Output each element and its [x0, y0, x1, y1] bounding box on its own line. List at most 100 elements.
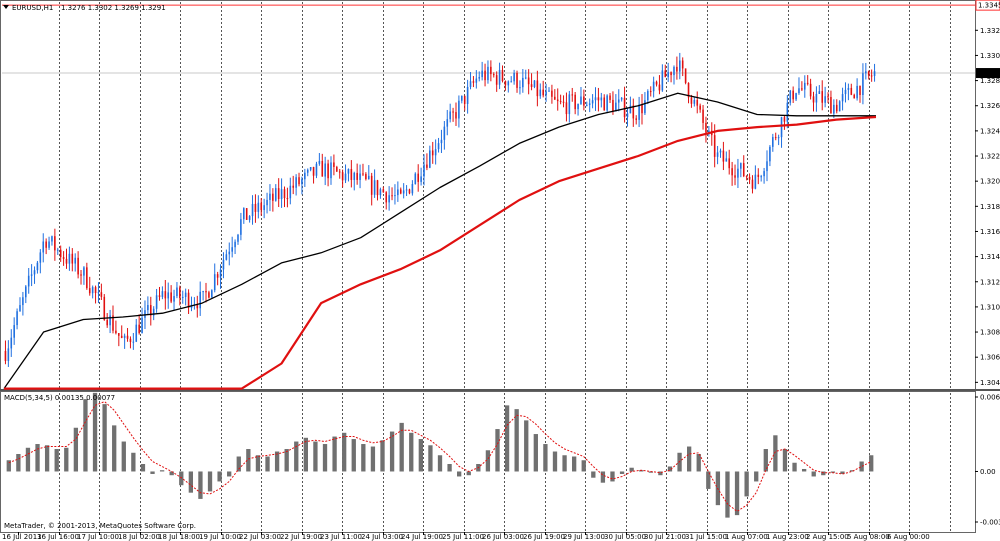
candle-body — [760, 176, 762, 178]
candle-body — [821, 91, 824, 103]
candle-body — [583, 96, 585, 106]
candle-body — [42, 241, 45, 253]
candle-body — [301, 179, 303, 185]
candle-body — [452, 111, 454, 113]
candle-body — [251, 203, 254, 217]
candle-body — [809, 83, 812, 97]
candle-body — [269, 193, 271, 200]
horizontal-level[interactable] — [2, 4, 975, 74]
candle-body — [277, 188, 280, 200]
candle-body — [173, 296, 175, 302]
candle-body — [673, 66, 675, 76]
candle-body — [867, 71, 870, 76]
candle-body — [266, 199, 268, 206]
candle-body — [88, 288, 91, 294]
candle-body — [86, 267, 88, 289]
candle-body — [196, 304, 199, 309]
candle-body — [556, 99, 559, 102]
candle-body — [423, 164, 425, 177]
candle-body — [815, 93, 818, 103]
candle-body — [120, 335, 123, 338]
time-tick-label: 22 Jul 19:00 — [280, 533, 322, 541]
candle-body — [385, 192, 388, 203]
candle-body — [769, 146, 771, 162]
time-tick-label: 26 Jul 03:00 — [482, 533, 524, 541]
candle-body — [417, 173, 419, 182]
moving-average-slow — [4, 115, 877, 390]
symbol-menu-icon[interactable] — [3, 5, 9, 9]
candle-body — [635, 118, 637, 120]
candle-body — [612, 99, 614, 112]
candle-body — [722, 150, 725, 162]
candle-body — [501, 69, 504, 82]
candle-body — [763, 171, 765, 177]
price-tick-label: 1.3265 — [980, 102, 1000, 110]
ohlc-readout: 1.3276 1.3302 1.3269 1.3291 — [61, 4, 166, 12]
candle-body — [219, 269, 222, 278]
candle-body — [519, 87, 521, 89]
candle-body — [414, 173, 417, 185]
candle-body — [155, 295, 158, 309]
candle-body — [591, 100, 594, 104]
price-tick-label: 1.3065 — [980, 354, 1000, 362]
candle-body — [228, 251, 231, 255]
candle-body — [27, 275, 30, 287]
candle-body — [830, 96, 832, 114]
candle-body — [690, 97, 693, 104]
candle-body — [588, 103, 591, 105]
candle-body — [696, 99, 699, 106]
candle-body — [367, 175, 370, 180]
price-tick-label: 1.3145 — [980, 253, 1000, 261]
candle-body — [510, 81, 513, 83]
candle-body — [554, 96, 556, 100]
candle-body — [740, 163, 742, 169]
time-tick-label: 31 Jul 15:00 — [685, 533, 727, 541]
candle-body — [25, 286, 27, 298]
candle-body — [731, 168, 733, 176]
candle-body — [466, 86, 469, 104]
candle-body — [149, 305, 152, 316]
candle-body — [437, 143, 440, 150]
candle-body — [699, 105, 701, 110]
candle-body — [856, 85, 858, 99]
candle-body — [341, 172, 344, 181]
candle-body — [199, 291, 201, 309]
time-tick-label: 18 Jul 18:00 — [158, 533, 200, 541]
candle-body — [772, 137, 774, 147]
copyright-text: MetaTrader, © 2001-2013, MetaQuotes Soft… — [4, 522, 196, 530]
candle-body — [280, 189, 283, 200]
candle-body — [245, 208, 248, 220]
candlesticks — [4, 52, 876, 367]
candle-body — [109, 315, 111, 326]
candle-body — [702, 109, 704, 123]
candle-body — [54, 236, 56, 251]
candle-body — [774, 137, 777, 139]
candle-body — [333, 162, 335, 167]
candle-body — [373, 180, 376, 195]
candle-body — [7, 348, 10, 361]
candle-body — [292, 185, 295, 188]
candle-body — [83, 267, 85, 276]
candle-body — [74, 257, 77, 264]
candle-body — [469, 81, 472, 87]
candle-body — [4, 350, 7, 361]
candle-body — [835, 104, 838, 112]
candle-body — [548, 90, 550, 92]
candle-body — [684, 68, 687, 83]
time-tick-label: 30 Jul 05:00 — [604, 533, 646, 541]
candle-body — [458, 100, 460, 119]
candle-body — [440, 139, 443, 144]
candle-body — [347, 169, 350, 174]
candle-body — [481, 70, 483, 78]
macd-label: MACD(5,34,5) 0.00135 0.00077 — [4, 394, 115, 402]
candle-body — [132, 341, 135, 343]
price-tick-label: 1.3305 — [980, 52, 1000, 60]
time-tick-label: 24 Jul 19:00 — [401, 533, 443, 541]
time-tick-label: 16 Jul 2013 — [2, 533, 42, 541]
candle-body — [408, 189, 411, 194]
candle-body — [51, 236, 53, 242]
candle-body — [135, 324, 138, 342]
candle-body — [237, 234, 239, 242]
